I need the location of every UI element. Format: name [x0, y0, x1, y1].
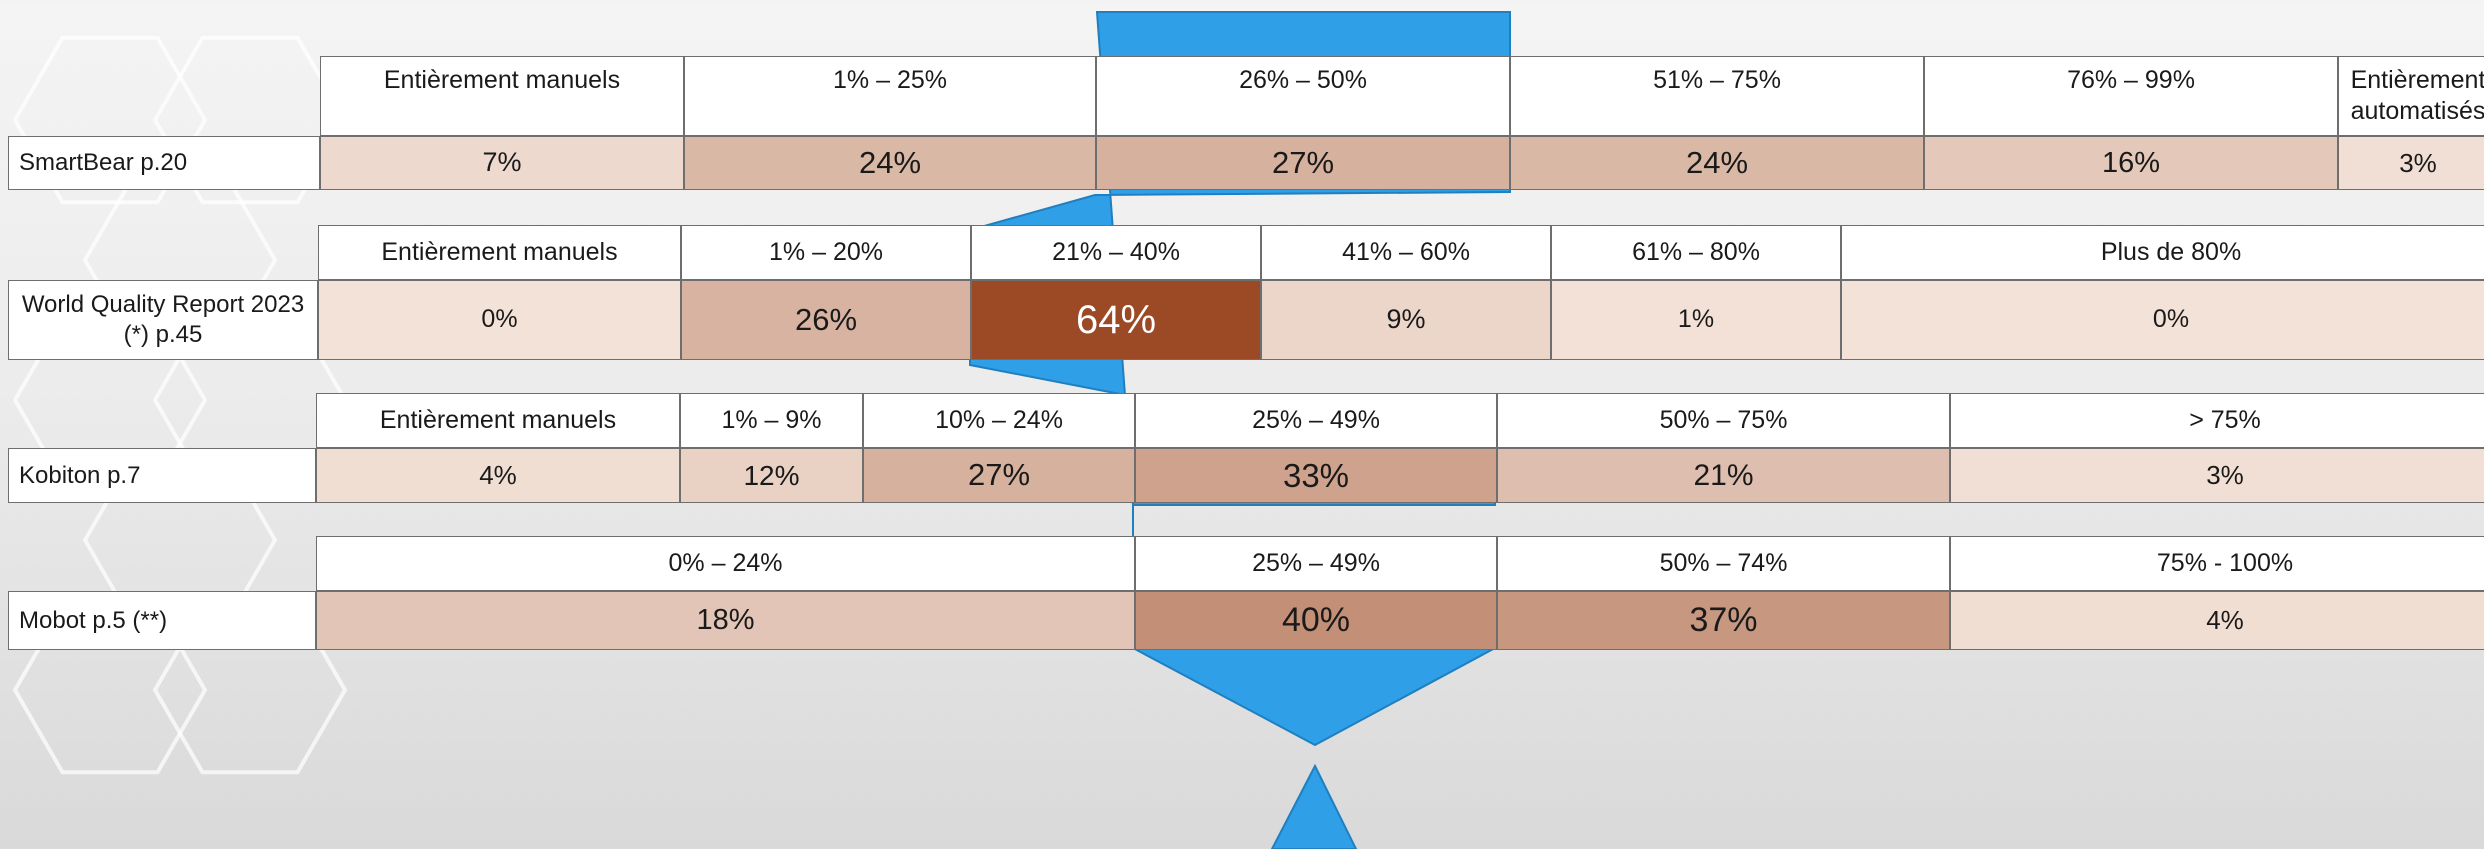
column-header: > 75% [1950, 393, 2484, 448]
column-header: 1% – 25% [684, 56, 1096, 136]
value-cell: 1% [1551, 280, 1841, 360]
column-header: 50% – 74% [1497, 536, 1950, 591]
column-header: 26% – 50% [1096, 56, 1510, 136]
value-cell: 24% [1510, 136, 1924, 190]
value-cell: 27% [863, 448, 1135, 503]
column-header: 0% – 24% [316, 536, 1135, 591]
column-header: Entièrement automatisés [2338, 56, 2484, 136]
column-header: 75% - 100% [1950, 536, 2484, 591]
value-cell: 4% [1950, 591, 2484, 650]
source-label: SmartBear p.20 [8, 136, 320, 190]
background-hexagon [152, 35, 348, 205]
value-cell: 18% [316, 591, 1135, 650]
value-cell: 0% [318, 280, 681, 360]
column-header: Plus de 80% [1841, 225, 2484, 280]
column-header: 21% – 40% [971, 225, 1261, 280]
column-header: 76% – 99% [1924, 56, 2338, 136]
value-cell: 3% [1950, 448, 2484, 503]
value-cell: 40% [1135, 591, 1497, 650]
value-cell: 37% [1497, 591, 1950, 650]
column-header: 25% – 49% [1135, 536, 1497, 591]
source-label: World Quality Report 2023 (*) p.45 [8, 280, 318, 360]
column-header: 51% – 75% [1510, 56, 1924, 136]
value-cell: 3% [2338, 136, 2484, 190]
source-label: Kobiton p.7 [8, 448, 316, 503]
column-header: 1% – 9% [680, 393, 863, 448]
column-header: 41% – 60% [1261, 225, 1551, 280]
column-header: Entièrement manuels [316, 393, 680, 448]
column-header: Entièrement manuels [318, 225, 681, 280]
value-cell: 26% [681, 280, 971, 360]
value-cell: 24% [684, 136, 1096, 190]
column-header: 25% – 49% [1135, 393, 1497, 448]
column-header: 10% – 24% [863, 393, 1135, 448]
column-header: 61% – 80% [1551, 225, 1841, 280]
column-header: Entièrement manuels [320, 56, 684, 136]
value-cell: 21% [1497, 448, 1950, 503]
source-label: Mobot p.5 (**) [8, 591, 316, 650]
value-cell: 4% [316, 448, 680, 503]
value-cell: 33% [1135, 448, 1497, 503]
value-cell: 64% [971, 280, 1261, 360]
background-hexagon [12, 35, 208, 205]
value-cell: 0% [1841, 280, 2484, 360]
column-header: 50% – 75% [1497, 393, 1950, 448]
column-header: 1% – 20% [681, 225, 971, 280]
value-cell: 12% [680, 448, 863, 503]
value-cell: 9% [1261, 280, 1551, 360]
value-cell: 16% [1924, 136, 2338, 190]
value-cell: 7% [320, 136, 684, 190]
value-cell: 27% [1096, 136, 1510, 190]
